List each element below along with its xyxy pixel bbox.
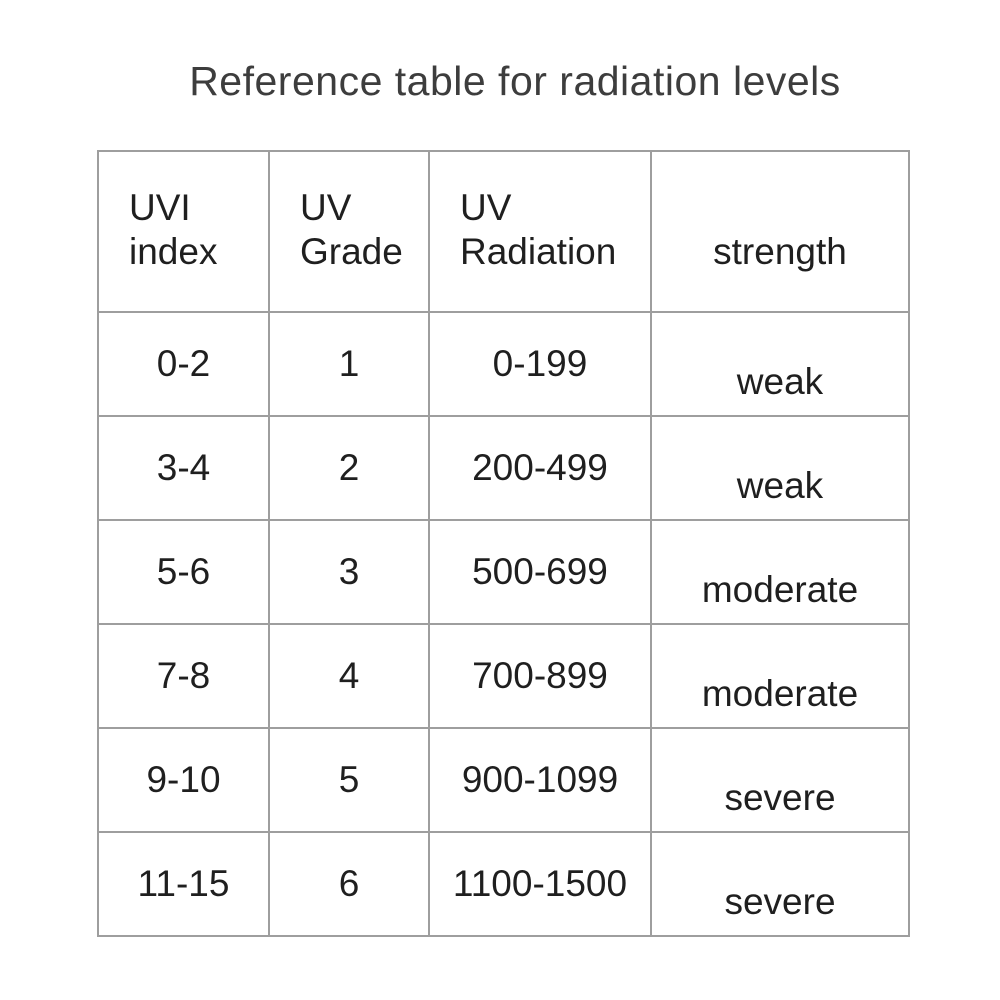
cell-uvi-index: 7-8	[97, 623, 270, 729]
cell-strength: moderate	[650, 623, 910, 729]
header-strength-line1	[653, 186, 907, 230]
table-row: 11-15 6 1100-1500 severe	[97, 831, 910, 937]
cell-uv-radiation: 700-899	[428, 623, 652, 729]
cell-uv-radiation: 200-499	[428, 415, 652, 521]
table-row: 0-2 1 0-199 weak	[97, 311, 910, 417]
cell-uv-radiation: 500-699	[428, 519, 652, 625]
cell-uvi-index: 11-15	[97, 831, 270, 937]
cell-strength: severe	[650, 831, 910, 937]
header-uv-radiation-line2: Radiation	[460, 230, 617, 272]
cell-uv-grade: 3	[268, 519, 430, 625]
header-strength: strength	[650, 150, 910, 313]
table-row: 5-6 3 500-699 moderate	[97, 519, 910, 625]
header-uv-radiation: UV Radiation	[428, 150, 652, 313]
cell-strength: severe	[650, 727, 910, 833]
table-row: 9-10 5 900-1099 severe	[97, 727, 910, 833]
cell-uvi-index: 9-10	[97, 727, 270, 833]
table-row: 7-8 4 700-899 moderate	[97, 623, 910, 729]
cell-uv-grade: 6	[268, 831, 430, 937]
header-uv-grade-line2: Grade	[300, 230, 403, 272]
header-uv-radiation-line1: UV	[460, 186, 512, 228]
header-uvi-index-line1: UVI	[129, 186, 191, 228]
header-strength-line2: strength	[713, 230, 847, 272]
cell-uv-grade: 1	[268, 311, 430, 417]
table-row: 3-4 2 200-499 weak	[97, 415, 910, 521]
cell-strength: weak	[650, 311, 910, 417]
cell-uv-radiation: 0-199	[428, 311, 652, 417]
cell-uvi-index: 0-2	[97, 311, 270, 417]
cell-uv-radiation: 1100-1500	[428, 831, 652, 937]
header-row: UVI index UV Grade UV Radiation strength	[97, 150, 910, 313]
header-uvi-index: UVI index	[97, 150, 270, 313]
cell-uvi-index: 5-6	[97, 519, 270, 625]
page-title: Reference table for radiation levels	[189, 58, 841, 104]
header-uv-grade-line1: UV	[300, 186, 352, 228]
cell-uv-grade: 4	[268, 623, 430, 729]
cell-strength: moderate	[650, 519, 910, 625]
radiation-reference-table: UVI index UV Grade UV Radiation strength…	[97, 150, 910, 937]
cell-uv-grade: 2	[268, 415, 430, 521]
header-uv-grade: UV Grade	[268, 150, 430, 313]
cell-uvi-index: 3-4	[97, 415, 270, 521]
cell-strength: weak	[650, 415, 910, 521]
header-uvi-index-line2: index	[129, 230, 218, 272]
cell-uv-radiation: 900-1099	[428, 727, 652, 833]
cell-uv-grade: 5	[268, 727, 430, 833]
